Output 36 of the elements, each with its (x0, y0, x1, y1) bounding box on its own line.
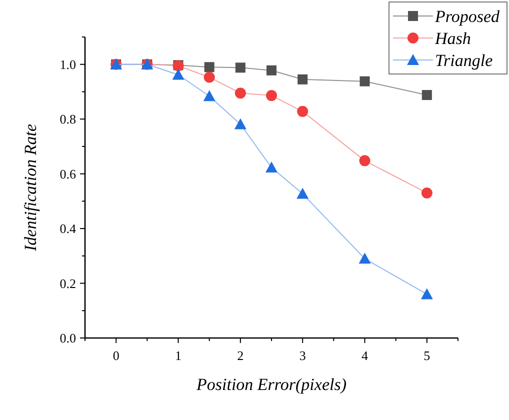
x-tick-label: 4 (362, 348, 368, 363)
y-tick-label: 0.6 (60, 166, 76, 182)
point (420, 288, 433, 300)
point (421, 187, 432, 198)
legend-label: Proposed (434, 7, 500, 26)
point (297, 106, 308, 117)
x-tick-label: 0 (112, 348, 120, 363)
x-tick-label: 2 (237, 348, 244, 363)
y-tick-label: 0.4 (60, 221, 76, 236)
point (360, 76, 370, 86)
y-axis-title: Identification Rate (21, 124, 40, 252)
point (266, 162, 278, 173)
x-tick-label: 3 (299, 348, 306, 363)
x-tick-label: 1 (175, 348, 182, 363)
y-tick-label: 1.0 (60, 56, 76, 72)
point (296, 188, 309, 199)
point (422, 90, 432, 100)
point (266, 90, 277, 102)
point (358, 252, 371, 264)
y-tick-label: 0.2 (60, 276, 76, 291)
legend-label: Hash (434, 29, 471, 48)
point (359, 155, 370, 166)
y-tick-label: 0.0 (60, 330, 76, 346)
point (266, 65, 276, 76)
point (234, 118, 246, 130)
x-axis-title: Position Error(pixels) (196, 375, 347, 394)
legend-label: Triangle (435, 51, 494, 70)
point (172, 68, 184, 80)
point (235, 62, 246, 73)
point (234, 88, 246, 99)
point (298, 74, 308, 84)
point (203, 90, 216, 102)
point (204, 72, 215, 83)
x-tick-label: 5 (424, 348, 430, 363)
y-tick-label: 0.8 (60, 112, 76, 127)
point (204, 62, 214, 72)
